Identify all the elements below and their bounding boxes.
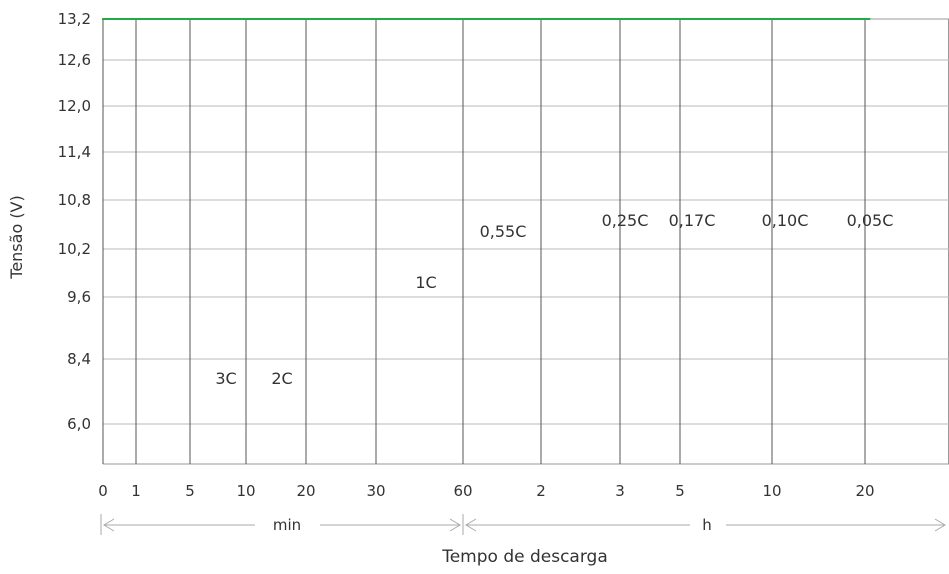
y-tick-label: 9,6 [67,288,91,306]
x-tick-label: 20 [296,482,315,500]
curve-label: 1C [415,273,436,292]
x-tick-label: 1 [131,482,141,500]
y-tick-label: 8,4 [67,350,91,368]
x-tick-label: 5 [185,482,195,500]
y-tick-label: 13,2 [58,10,91,28]
curve-label: 0,17C [669,211,716,230]
curve-label: 0,05C [847,211,894,230]
curve-label: 0,10C [762,211,809,230]
x-tick-label: 20 [855,482,874,500]
x-tick-label: 5 [675,482,685,500]
y-tick-label: 6,0 [67,415,91,433]
x-tick-label: 3 [615,482,625,500]
y-tick-label: 10,8 [58,191,91,209]
range-h: h [465,516,946,534]
curve-labels: 3C 2C 1C 0,55C 0,25C 0,17C 0,10C 0,05C [215,211,893,388]
x-tick-label: 30 [366,482,385,500]
y-tick-labels: 13,2 12,6 12,0 11,4 10,8 10,2 9,6 8,4 6,0 [58,10,91,433]
x-tick-label: 60 [453,482,472,500]
y-tick-label: 12,6 [58,51,91,69]
curve-label: 2C [271,369,292,388]
chart-grid [102,18,949,465]
y-tick-label: 10,2 [58,240,91,258]
x-tick-labels: 0 1 5 10 20 30 60 2 3 5 10 20 [98,482,874,500]
curve-label: 0,25C [602,211,649,230]
x-axis-label: Tempo de descarga [441,547,608,567]
range-label-min: min [273,516,301,534]
curve-label: 3C [215,369,236,388]
y-axis-label: Tensão (V) [7,195,26,279]
x-tick-label: 10 [762,482,781,500]
x-tick-label: 0 [98,482,108,500]
range-min: min [100,514,464,535]
range-label-h: h [702,516,712,534]
y-tick-label: 11,4 [58,143,91,161]
x-tick-label: 10 [236,482,255,500]
y-tick-label: 12,0 [58,97,91,115]
x-tick-label: 2 [536,482,546,500]
curve-label: 0,55C [480,222,527,241]
